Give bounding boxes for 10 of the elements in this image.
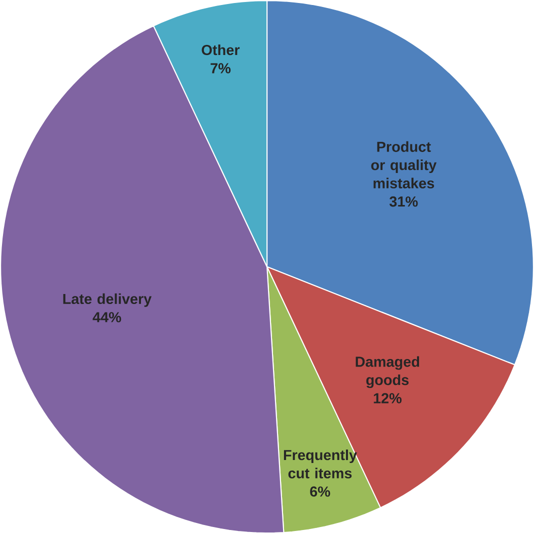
slice-label: Other bbox=[202, 44, 240, 56]
slice-label: Product or quality mistakes bbox=[371, 142, 437, 189]
slice-label: Damaged goods bbox=[356, 356, 420, 388]
data-label: 6% bbox=[310, 486, 330, 497]
slice-label: Frequently cut items bbox=[284, 450, 357, 479]
data-label: 12% bbox=[374, 393, 402, 404]
data-label: 31% bbox=[389, 196, 418, 207]
data-label: 44% bbox=[92, 312, 122, 322]
data-label: 7% bbox=[210, 63, 231, 74]
slice-label: Late delivery bbox=[63, 294, 152, 308]
